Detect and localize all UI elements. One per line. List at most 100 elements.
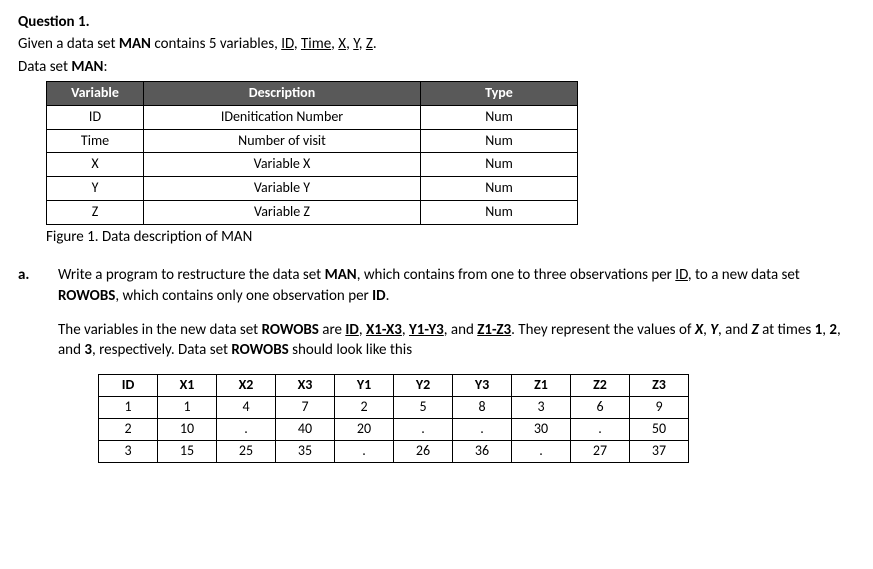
table-row: IDIDenitication NumberNum [47,105,578,129]
table-cell: . [571,419,630,441]
table-cell: 37 [630,441,689,463]
p1-t1: Write a program to restructure the data … [58,266,325,284]
part-a: a. Write a program to restructure the da… [18,265,855,463]
data-th: ID [99,375,158,397]
table-cell: 2 [335,397,394,419]
table-cell: Number of visit [144,129,421,153]
p2-u2: X1-X3 [366,321,402,339]
ds-label-name: MAN [71,58,103,76]
table-row: XVariable XNum [47,153,578,177]
table-cell: Variable Z [144,201,421,225]
intro-dataset: MAN [119,35,151,53]
data-th: X1 [158,375,217,397]
table-cell: . [394,419,453,441]
table-cell: 3 [99,441,158,463]
table-cell: . [335,441,394,463]
table-cell: 6 [571,397,630,419]
table-cell: 36 [453,441,512,463]
p2-t4: , [402,321,409,339]
table-cell: 1 [99,397,158,419]
table-cell: 7 [276,397,335,419]
p2-b1: ROWOBS [262,321,319,339]
table-cell: . [453,419,512,441]
table-cell: . [512,441,571,463]
table-cell: 1 [158,397,217,419]
table-cell: Num [421,201,578,225]
p1-b2: ROWOBS [58,287,115,305]
table-cell: 15 [158,441,217,463]
data-th: Y1 [335,375,394,397]
table-cell: Z [47,201,144,225]
table-cell: 3 [512,397,571,419]
table-cell: 10 [158,419,217,441]
p2-bi2: Y [710,321,718,339]
dataset-label: Data set MAN: [18,57,855,77]
table-cell: 4 [217,397,276,419]
table-row: TimeNumber of visitNum [47,129,578,153]
p2-t2: are [319,321,345,339]
table-cell: IDenitication Number [144,105,421,129]
table-cell: 27 [571,441,630,463]
data-th: Y2 [394,375,453,397]
question-label: Question 1. [18,12,855,32]
table-row: YVariable YNum [47,177,578,201]
table-cell: 25 [217,441,276,463]
part-letter: a. [18,265,58,285]
paragraph-2: The variables in the new data set ROWOBS… [58,320,855,361]
ds-label-suffix: : [103,58,107,76]
table-cell: Time [47,129,144,153]
p1-t2: , which contains from one to three obser… [357,266,676,284]
table-cell: 26 [394,441,453,463]
ds-label-prefix: Data set [18,58,71,76]
table-cell: 9 [630,397,689,419]
intro-mid: contains 5 variables, [151,35,281,53]
desc-th-type: Type [421,81,578,105]
p2-t3: , [359,321,366,339]
intro-var-token: ID [281,35,294,53]
p2-t13: should look like this [289,341,412,359]
table-cell: ID [47,105,144,129]
table-cell: Variable Y [144,177,421,201]
p2-t8: , and [718,321,751,339]
data-th: X3 [276,375,335,397]
table-cell: 50 [630,419,689,441]
p2-u3: Y1-Y3 [409,321,444,339]
data-th: X2 [217,375,276,397]
data-th: Z3 [630,375,689,397]
part-body: Write a program to restructure the data … [58,265,855,463]
p2-bi3: Z [752,321,759,339]
p2-b3: 2 [829,321,837,339]
table-cell: 40 [276,419,335,441]
intro-var-token: Time [301,35,331,53]
intro-var-token: X [338,35,346,53]
p1-b1: MAN [325,266,357,284]
data-th: Y3 [453,375,512,397]
table-cell: Num [421,177,578,201]
table-cell: . [217,419,276,441]
intro-var-token: . [373,35,377,53]
p2-b4: 3 [84,341,92,359]
figure-caption: Figure 1. Data description of MAN [46,227,855,247]
data-th: Z2 [571,375,630,397]
desc-th-description: Description [144,81,421,105]
table-cell: 35 [276,441,335,463]
table-row: 1147258369 [99,397,689,419]
intro-var-token: , [359,35,366,53]
table-row: 3152535.2636.2737 [99,441,689,463]
p1-u1: ID [675,266,688,284]
description-table: Variable Description Type IDIDeniticatio… [46,81,578,225]
table-cell: Num [421,105,578,129]
intro-line: Given a data set MAN contains 5 variable… [18,34,855,54]
p2-u1: ID [345,321,358,339]
table-cell: Num [421,129,578,153]
table-cell: 2 [99,419,158,441]
table-cell: Variable X [144,153,421,177]
table-cell: 30 [512,419,571,441]
p2-u4: Z1-Z3 [477,321,511,339]
p2-t5: , and [444,321,477,339]
table-cell: X [47,153,144,177]
p2-t6: . They represent the values of [511,321,695,339]
paragraph-1: Write a program to restructure the data … [58,265,855,306]
p2-t12: , respectively. Data set [92,341,231,359]
table-row: 210.4020..30.50 [99,419,689,441]
